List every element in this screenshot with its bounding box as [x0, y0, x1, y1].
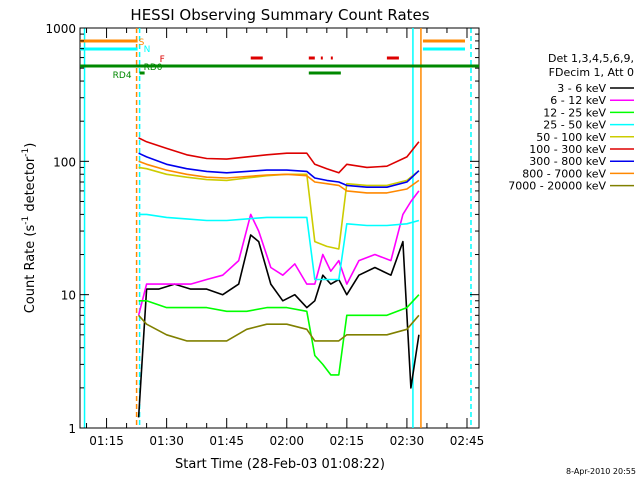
- series-line-25-50-kev: [138, 213, 420, 281]
- legend-label-800-7000-kev: 800 - 7000 keV: [522, 167, 606, 180]
- x-axis-label: Start Time (28-Feb-03 01:08:22): [175, 457, 385, 472]
- flag-label-rd0: RD0: [144, 63, 163, 73]
- chart-title: HESSI Observing Summary Count Rates: [130, 6, 429, 24]
- x-tick-label: 02:45: [450, 434, 485, 448]
- y-axis-ticks: 1 10 100 1000: [45, 22, 479, 436]
- series-line-300-800-kev: [138, 152, 420, 188]
- y-axis-label-sup2: -1: [21, 148, 31, 157]
- y-tick-label: 1000: [45, 22, 76, 36]
- series-line-6-12-kev: [137, 190, 420, 316]
- y-tick-label: 10: [61, 289, 76, 303]
- x-tick-label: 02:00: [269, 434, 304, 448]
- legend-header-1: Det 1,3,4,5,6,9,: [548, 52, 634, 65]
- flag-label-s: S: [139, 38, 145, 48]
- y-axis-label-sup1: -1: [21, 216, 31, 225]
- series-line-50-100-kev: [138, 166, 420, 250]
- plot-frame: [79, 27, 480, 429]
- y-tick-label: 1: [68, 422, 76, 436]
- legend: Det 1,3,4,5,6,9, FDecim 1, Att 0 3 - 6 k…: [508, 52, 634, 193]
- flag-label-n: N: [144, 45, 151, 55]
- legend-label-300-800-kev: 300 - 800 keV: [529, 155, 606, 168]
- series-line-100-300-kev: [138, 137, 420, 174]
- y-axis-label: Count Rate (s-1 detector-1): [21, 143, 38, 314]
- y-tick-label: 100: [53, 155, 76, 169]
- flag-label-f: F: [160, 55, 165, 65]
- x-tick-label: 02:15: [330, 434, 365, 448]
- y-axis-label-main: Count Rate (s: [23, 225, 38, 314]
- x-tick-label: 01:15: [89, 434, 124, 448]
- render-timestamp: 8-Apr-2010 20:55: [566, 467, 636, 476]
- legend-label-25-50-kev: 25 - 50 keV: [543, 119, 606, 132]
- legend-label-6-12-kev: 6 - 12 keV: [550, 94, 606, 107]
- series-line-12-25-kev: [138, 294, 420, 376]
- legend-header-2: FDecim 1, Att 0: [549, 66, 634, 79]
- series-line-3-6-kev: [137, 234, 420, 418]
- legend-label-100-300-kev: 100 - 300 keV: [529, 143, 606, 156]
- x-tick-label: 02:30: [390, 434, 425, 448]
- series-line-800-7000-kev: [138, 160, 420, 194]
- legend-label-7000-20000-kev: 7000 - 20000 keV: [508, 180, 606, 193]
- y-axis-label-end: ): [23, 143, 38, 148]
- legend-label-12-25-kev: 12 - 25 keV: [543, 106, 606, 119]
- vertical-markers: [83, 28, 472, 428]
- y-axis-label-mid: detector: [23, 156, 38, 216]
- x-tick-label: 01:45: [209, 434, 244, 448]
- legend-label-3-6-kev: 3 - 6 keV: [557, 82, 606, 95]
- series-lines: [137, 137, 420, 418]
- legend-label-50-100-kev: 50 - 100 keV: [536, 131, 606, 144]
- x-tick-label: 01:30: [149, 434, 184, 448]
- flag-label-rd4: RD4: [113, 71, 132, 81]
- series-line-7000-20000-kev: [138, 314, 420, 342]
- x-axis-ticks: 01:15 01:30 01:45 02:00 02:15 02:30 02:45: [86, 28, 485, 448]
